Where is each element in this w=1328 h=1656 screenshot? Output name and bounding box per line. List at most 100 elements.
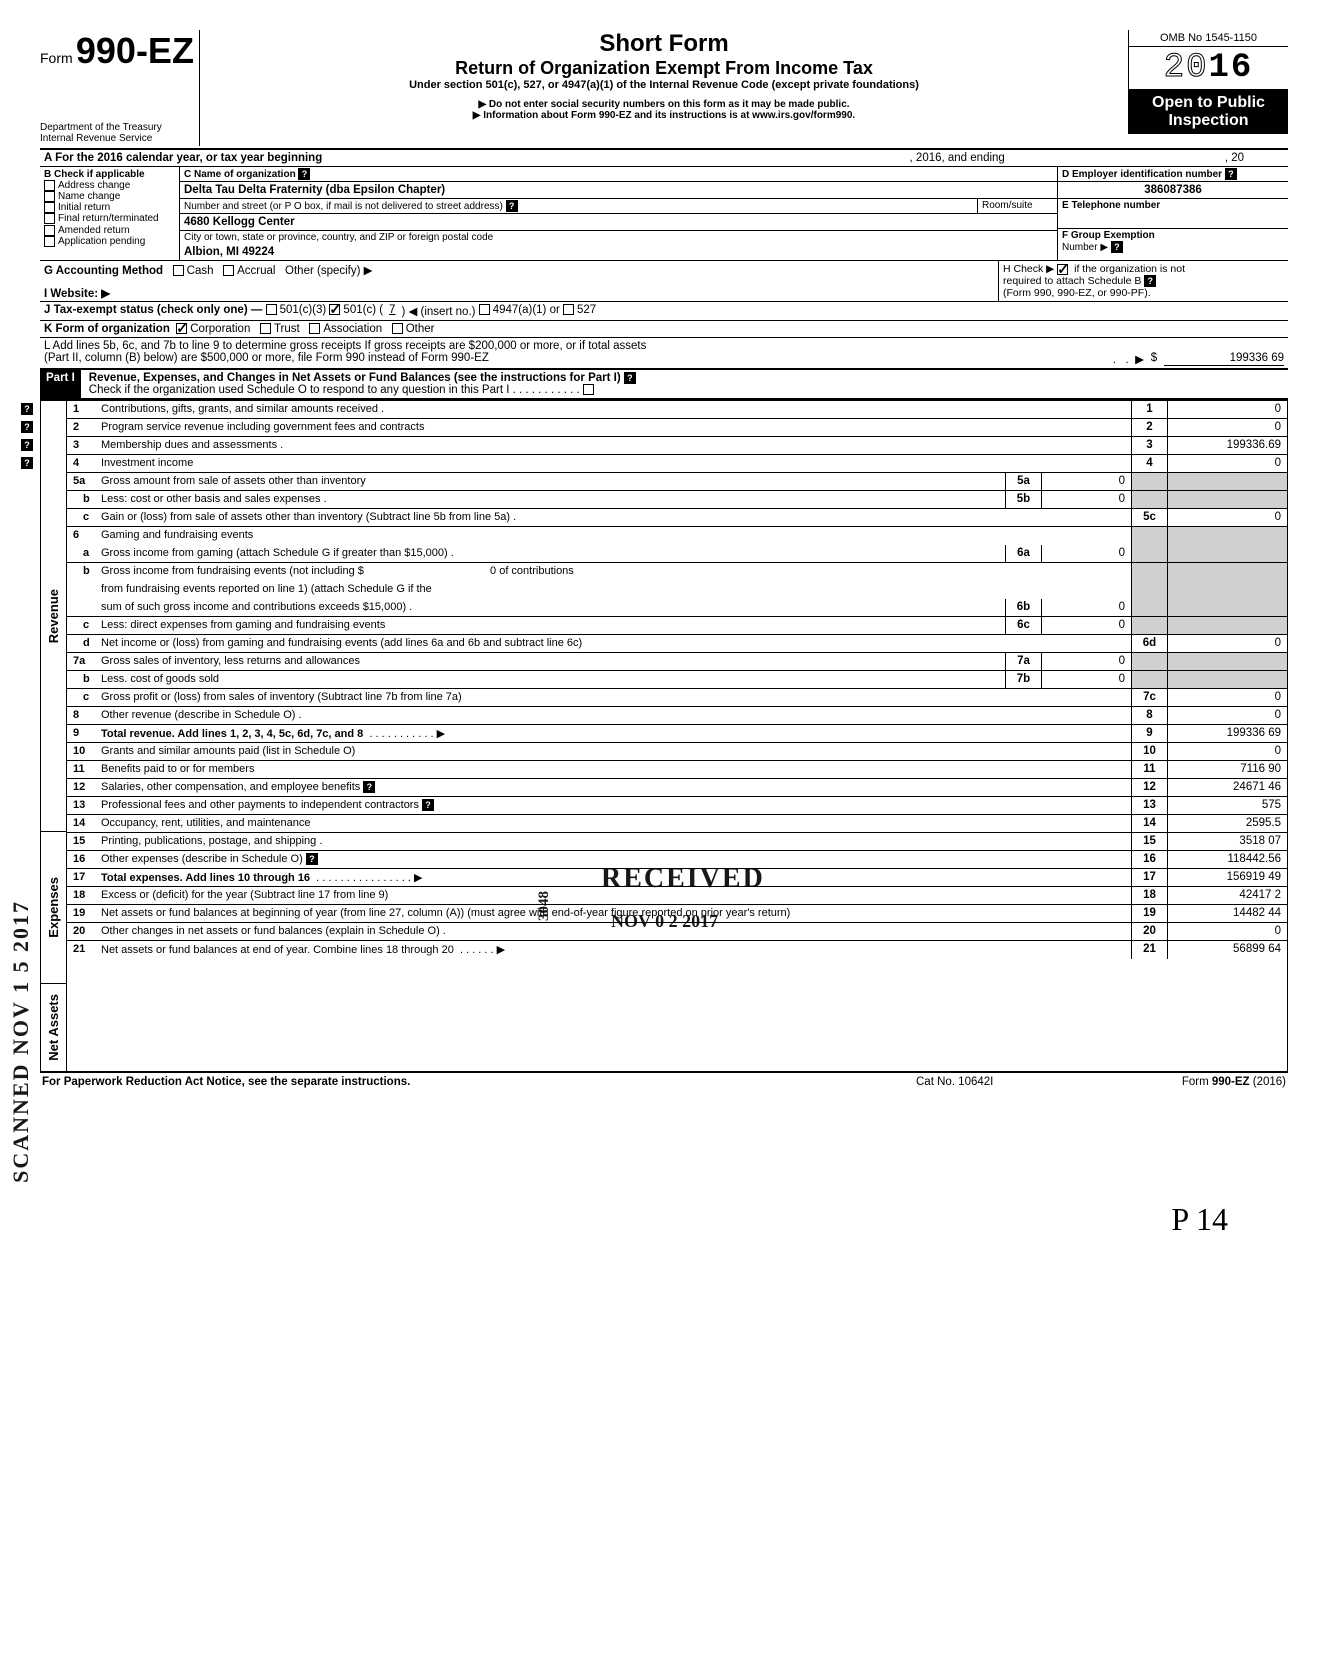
grey-cell	[1167, 671, 1287, 688]
gross-receipts-value: 199336 69	[1164, 352, 1284, 366]
lbl-final-return: Final return/terminated	[58, 214, 159, 225]
under-section: Under section 501(c), 527, or 4947(a)(1)…	[210, 79, 1118, 91]
chk-name-change[interactable]	[44, 191, 55, 202]
help-icon[interactable]: ?	[624, 372, 636, 384]
num-6c: c	[67, 617, 101, 634]
col-16: 16	[1131, 851, 1167, 868]
lbl-accrual: Accrual	[237, 265, 275, 277]
num-12: 12	[67, 779, 101, 796]
col-4: 4	[1131, 455, 1167, 472]
grey-cell	[1167, 527, 1287, 545]
col-13: 13	[1131, 797, 1167, 814]
chk-app-pending[interactable]	[44, 236, 55, 247]
mv-5a: 0	[1041, 473, 1131, 490]
help-icon[interactable]: ?	[298, 168, 310, 180]
chk-527[interactable]	[563, 304, 574, 315]
arrow-icon: ▶	[497, 944, 505, 956]
mv-6a: 0	[1041, 545, 1131, 562]
footer-form: Form 990-EZ (2016)	[1182, 1076, 1286, 1088]
blank-num	[67, 599, 101, 616]
mc-6b: 6b	[1005, 599, 1041, 616]
help-icon[interactable]: ?	[363, 781, 375, 793]
stamp-scanned: SCANNED NOV 1 5 2017	[8, 900, 34, 1183]
val-6d: 0	[1167, 635, 1287, 652]
grey-cell	[1131, 491, 1167, 508]
signature-mark: P 14	[0, 1201, 1228, 1238]
help-icon[interactable]: ?	[21, 439, 33, 451]
grey-cell	[1167, 653, 1287, 670]
help-icon[interactable]: ?	[422, 799, 434, 811]
col-11: 11	[1131, 761, 1167, 778]
chk-4947[interactable]	[479, 304, 490, 315]
chk-final-return[interactable]	[44, 213, 55, 224]
chk-corporation[interactable]	[176, 323, 187, 334]
line-l-1: L Add lines 5b, 6c, and 7b to line 9 to …	[44, 340, 646, 352]
org-name: Delta Tau Delta Fraternity (dba Epsilon …	[180, 182, 1057, 199]
line-k-label: K Form of organization	[44, 323, 170, 335]
irs: Internal Revenue Service	[40, 133, 199, 144]
grey-cell	[1167, 491, 1287, 508]
line-6d-text: Net income or (loss) from gaming and fun…	[101, 635, 1131, 652]
line-h-text2: required to attach Schedule B	[1003, 275, 1141, 287]
stamp-vnum: 3048	[536, 891, 553, 921]
val-12: 24671 46	[1167, 779, 1287, 796]
chk-other-org[interactable]	[392, 323, 403, 334]
num-18: 18	[67, 887, 101, 904]
col-1: 1	[1131, 401, 1167, 418]
num-2: 2	[67, 419, 101, 436]
chk-501c3[interactable]	[266, 304, 277, 315]
line-5a-text: Gross amount from sale of assets other t…	[101, 473, 1005, 490]
chk-initial-return[interactable]	[44, 202, 55, 213]
num-5a: 5a	[67, 473, 101, 490]
lbl-corporation: Corporation	[190, 323, 250, 335]
grey-cell	[1131, 527, 1167, 545]
val-8: 0	[1167, 707, 1287, 724]
chk-trust[interactable]	[260, 323, 271, 334]
stamp-date: NOV 0 2 2017	[611, 911, 718, 932]
col-3: 3	[1131, 437, 1167, 454]
chk-accrual[interactable]	[223, 265, 234, 276]
help-icon[interactable]: ?	[1111, 241, 1123, 253]
form-title: Short Form	[210, 30, 1118, 58]
help-icon[interactable]: ?	[1225, 168, 1237, 180]
line-i-label: I Website: ▶	[44, 288, 110, 300]
num-3: 3	[67, 437, 101, 454]
chk-501c-other[interactable]	[329, 304, 340, 315]
footer-pra: For Paperwork Reduction Act Notice, see …	[42, 1076, 410, 1088]
help-icon[interactable]: ?	[506, 200, 518, 212]
city-value: Albion, MI 49224	[180, 244, 1057, 260]
num-1: 1	[67, 401, 101, 418]
col-6d: 6d	[1131, 635, 1167, 652]
col-2: 2	[1131, 419, 1167, 436]
chk-schedule-o[interactable]	[583, 384, 594, 395]
chk-not-required-schedule-b[interactable]	[1057, 264, 1068, 275]
line-12-text: Salaries, other compensation, and employ…	[101, 781, 360, 793]
mc-5a: 5a	[1005, 473, 1041, 490]
chk-cash[interactable]	[173, 265, 184, 276]
line-7b-text: Less. cost of goods sold	[101, 671, 1005, 688]
part-i-label: Part I	[40, 370, 81, 398]
line-l-2: (Part II, column (B) below) are $500,000…	[44, 352, 489, 366]
grey-cell	[1131, 653, 1167, 670]
grey-cell	[1131, 473, 1167, 490]
num-20: 20	[67, 923, 101, 940]
dollar-sign: $	[1144, 352, 1164, 366]
chk-address-change[interactable]	[44, 180, 55, 191]
help-icon[interactable]: ?	[1144, 275, 1156, 287]
help-icon[interactable]: ?	[306, 853, 318, 865]
arrow-icon: ▶	[437, 728, 445, 740]
line-5c-text: Gain or (loss) from sale of assets other…	[101, 509, 1131, 526]
line-5b-text: Less: cost or other basis and sales expe…	[101, 491, 1005, 508]
grey-cell	[1167, 563, 1287, 581]
help-icon[interactable]: ?	[21, 457, 33, 469]
num-13: 13	[67, 797, 101, 814]
form-number: 990-EZ	[76, 30, 194, 71]
help-icon[interactable]: ?	[21, 403, 33, 415]
num-21: 21	[67, 941, 101, 959]
help-icon[interactable]: ?	[21, 421, 33, 433]
chk-association[interactable]	[309, 323, 320, 334]
chk-amended[interactable]	[44, 225, 55, 236]
dept-treasury: Department of the Treasury	[40, 122, 199, 133]
grey-cell	[1167, 599, 1287, 616]
lbl-name-change: Name change	[58, 191, 120, 202]
